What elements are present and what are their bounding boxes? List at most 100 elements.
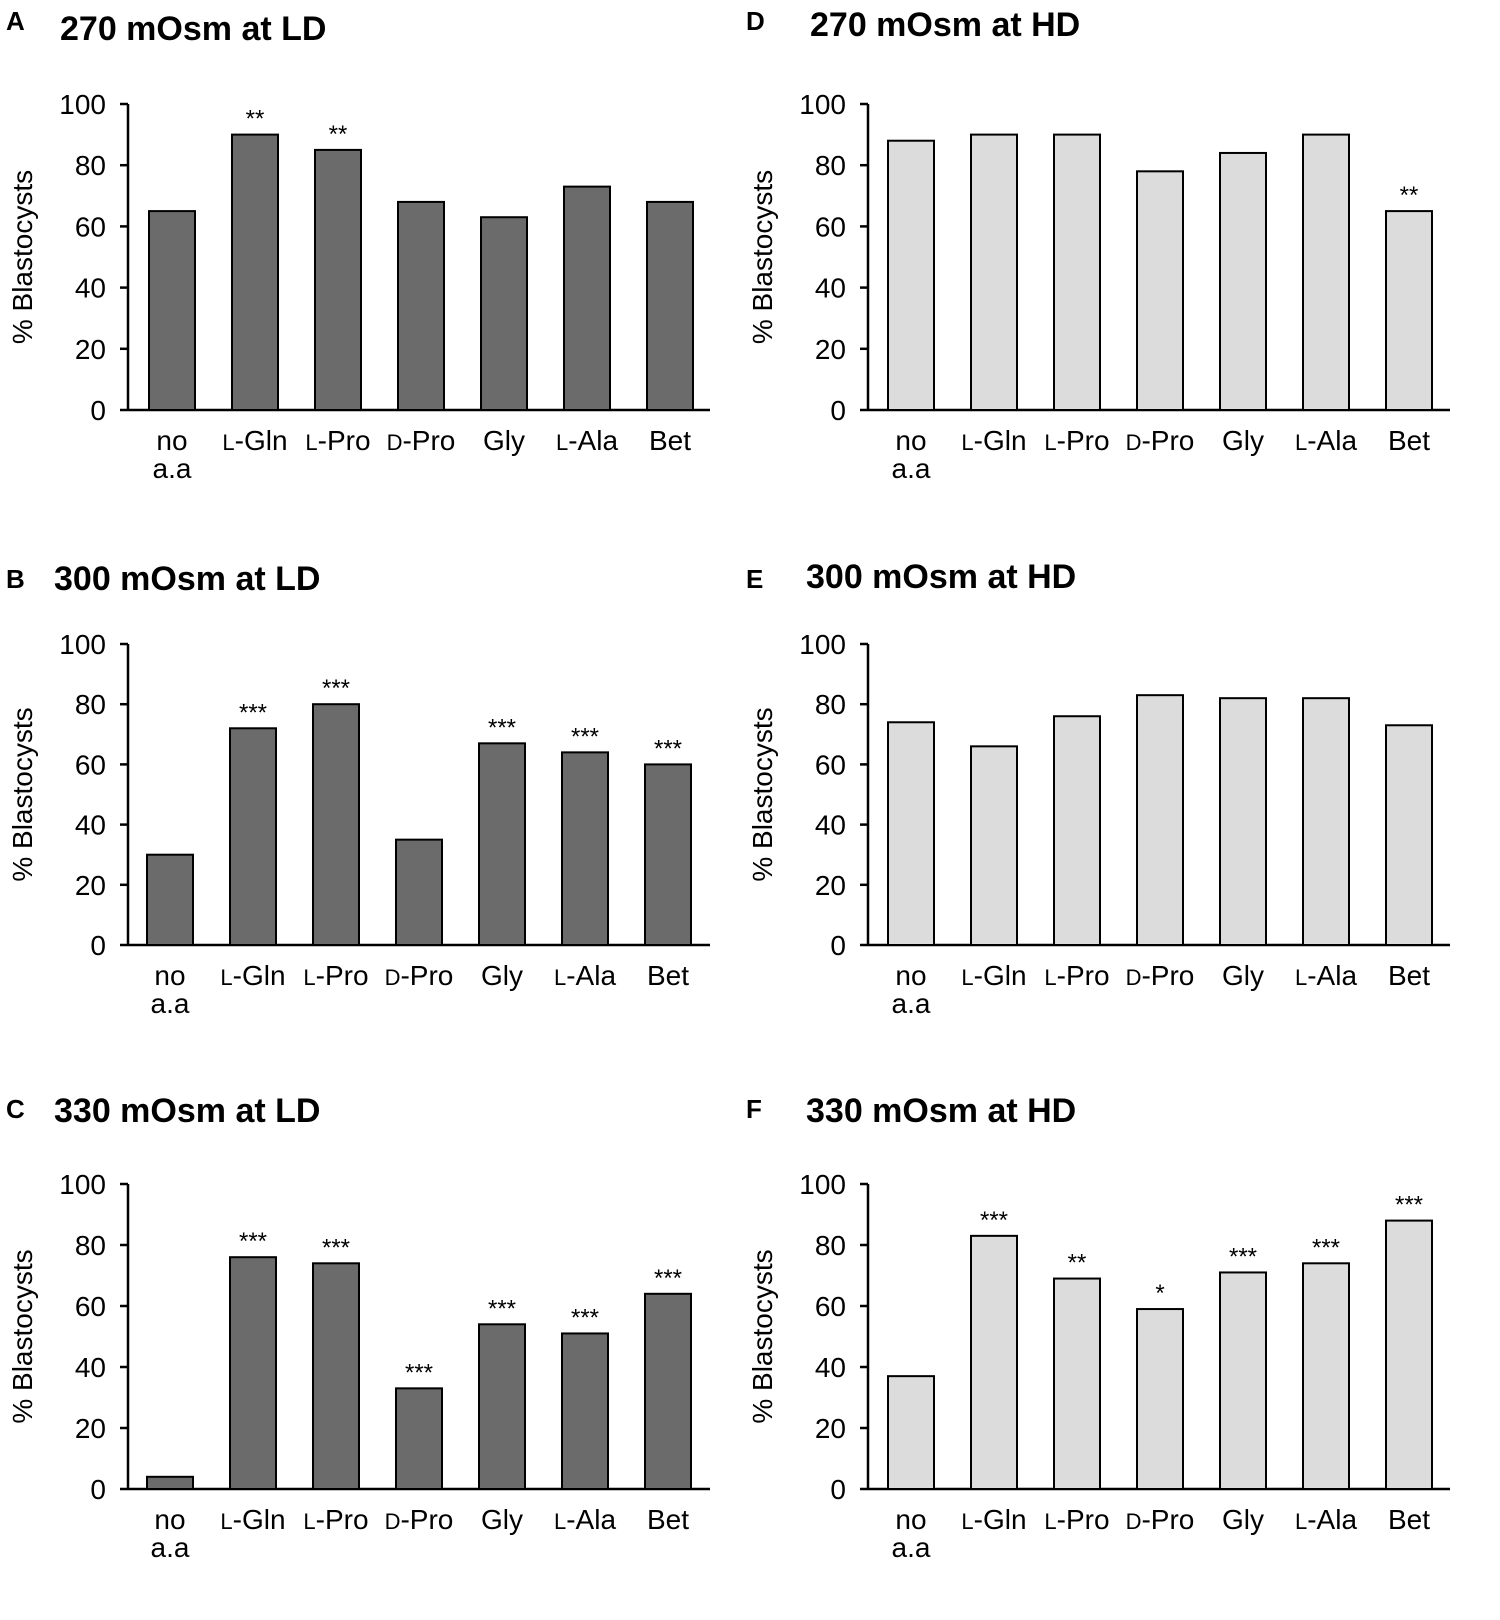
- bar: [478, 742, 526, 947]
- bar: [887, 1375, 935, 1491]
- x-tick-label: Bet: [1388, 960, 1430, 991]
- bar: [146, 853, 194, 947]
- y-tick-label: 60: [815, 749, 846, 780]
- x-tick-label: L-Gln: [961, 960, 1026, 991]
- y-tick-label: 100: [59, 89, 106, 120]
- x-tick-label: L-Ala: [1295, 425, 1357, 456]
- y-tick-label: 0: [90, 395, 106, 426]
- y-tick-label: 100: [59, 1169, 106, 1200]
- bar: [1136, 170, 1184, 411]
- x-tick-label: L-Gln: [961, 1504, 1026, 1535]
- x-tick-label: L-Gln: [220, 1504, 285, 1535]
- panel-letter: D: [746, 6, 765, 36]
- x-tick-label: no a.a: [151, 960, 190, 1019]
- x-tick-label: L-Pro: [305, 425, 370, 456]
- significance-label: ***: [1312, 1234, 1340, 1261]
- x-tick-label: L-Gln: [220, 960, 285, 991]
- y-tick-label: 20: [815, 1413, 846, 1444]
- y-tick-label: 20: [75, 870, 106, 901]
- y-tick-label: 40: [75, 810, 106, 841]
- x-tick-label: Bet: [649, 425, 691, 456]
- y-tick-label: 40: [815, 1352, 846, 1383]
- x-tick-label: no a.a: [892, 960, 931, 1019]
- y-tick-label: 20: [75, 1413, 106, 1444]
- x-tick-label: L-Ala: [554, 1504, 616, 1535]
- significance-label: ***: [405, 1359, 433, 1386]
- significance-label: ***: [571, 723, 599, 750]
- x-tick-label: L-Ala: [1295, 1504, 1357, 1535]
- y-tick-label: 0: [90, 1474, 106, 1505]
- bar: [1219, 151, 1267, 412]
- significance-label: **: [329, 121, 348, 148]
- y-tick-label: 80: [815, 150, 846, 181]
- x-tick-label: Gly: [481, 960, 523, 991]
- significance-label: **: [1400, 182, 1419, 209]
- bar: [395, 838, 443, 947]
- x-tick-label: L-Ala: [1295, 960, 1357, 991]
- y-axis-label: % Blastocysts: [7, 1249, 38, 1423]
- x-tick-label: L-Pro: [1044, 960, 1109, 991]
- significance-label: ***: [322, 675, 350, 702]
- bar: [644, 763, 692, 947]
- bar: [1136, 1308, 1184, 1491]
- bar: [1385, 1219, 1433, 1490]
- y-tick-label: 40: [75, 273, 106, 304]
- y-tick-label: 40: [815, 810, 846, 841]
- significance-label: ***: [571, 1304, 599, 1331]
- chart-title: 330 mOsm at HD: [806, 1092, 1076, 1130]
- bar: [312, 1262, 360, 1491]
- panel-e: E 300 mOsm at HD 0 20 40 60 80 100 % Blastocysts…: [746, 558, 1450, 1019]
- bar: [887, 139, 935, 411]
- significance-label: ***: [239, 1228, 267, 1255]
- x-tick-label: L-Pro: [1044, 425, 1109, 456]
- chart-title: 300 mOsm at LD: [54, 560, 320, 598]
- y-tick-label: 100: [799, 1169, 846, 1200]
- chart-title: 270 mOsm at LD: [60, 10, 326, 48]
- bar: [397, 200, 445, 411]
- bar: [312, 703, 360, 947]
- bar: [1053, 133, 1101, 411]
- bar: [314, 148, 362, 411]
- bar: [1219, 1271, 1267, 1490]
- y-axis-label: % Blastocysts: [747, 707, 778, 881]
- panel-letter: E: [746, 564, 763, 594]
- x-tick-label: Bet: [1388, 425, 1430, 456]
- x-tick-label: no a.a: [153, 425, 192, 484]
- panel-d: D 270 mOsm at HD 0 20 40 60 80 100 % Blastocysts…: [746, 6, 1450, 484]
- chart-title: 300 mOsm at HD: [806, 558, 1076, 596]
- x-tick-label: L-Pro: [303, 1504, 368, 1535]
- significance-label: ***: [1395, 1192, 1423, 1219]
- significance-label: *: [1155, 1280, 1164, 1307]
- bar: [1302, 1262, 1350, 1491]
- y-tick-label: 0: [830, 395, 846, 426]
- bar: [561, 751, 609, 946]
- x-tick-label: Gly: [1222, 425, 1264, 456]
- bar: [563, 185, 611, 411]
- bar: [395, 1387, 443, 1490]
- bar: [1219, 697, 1267, 946]
- y-tick-label: 20: [815, 870, 846, 901]
- bar: [229, 1256, 277, 1490]
- y-tick-label: 20: [815, 334, 846, 365]
- y-axis-label: % Blastocysts: [747, 1249, 778, 1423]
- y-axis-label: % Blastocysts: [747, 170, 778, 344]
- x-tick-label: Gly: [1222, 1504, 1264, 1535]
- significance-label: ***: [654, 735, 682, 762]
- y-tick-label: 0: [830, 1474, 846, 1505]
- x-tick-label: L-Pro: [303, 960, 368, 991]
- x-tick-label: D-Pro: [385, 960, 454, 991]
- bar: [646, 200, 694, 411]
- y-tick-label: 100: [799, 629, 846, 660]
- bar: [644, 1292, 692, 1491]
- x-tick-label: Gly: [481, 1504, 523, 1535]
- y-tick-label: 60: [815, 211, 846, 242]
- x-tick-label: D-Pro: [1126, 960, 1195, 991]
- y-tick-label: 60: [75, 211, 106, 242]
- y-tick-label: 100: [799, 89, 846, 120]
- bar: [148, 210, 196, 411]
- bar: [1302, 133, 1350, 411]
- x-tick-label: D-Pro: [1126, 1504, 1195, 1535]
- x-tick-label: no a.a: [892, 425, 931, 484]
- x-tick-label: D-Pro: [387, 425, 456, 456]
- significance-label: ***: [654, 1265, 682, 1292]
